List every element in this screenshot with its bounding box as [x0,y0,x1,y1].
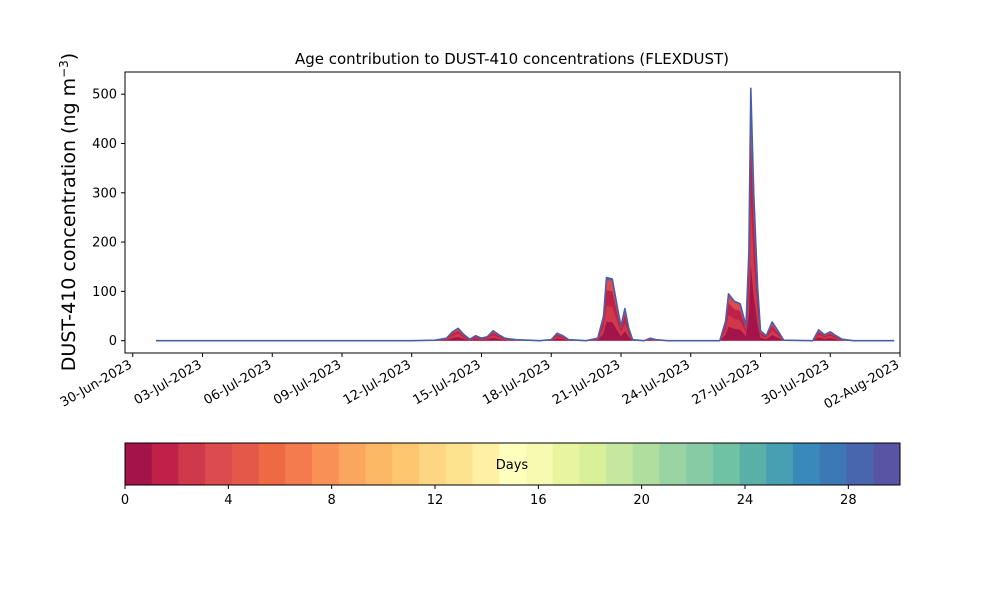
x-tick-label: 18-Jul-2023 [480,357,553,408]
age-area-layer [156,138,895,341]
chart-title: Age contribution to DUST-410 concentrati… [295,50,729,68]
plot-frame [124,71,901,354]
colorbar-segment [445,443,473,485]
colorbar-segment [819,443,847,485]
y-tick-label: 300 [92,186,117,201]
x-tick-label: 12-Jul-2023 [341,357,414,408]
colorbar-segment [231,443,260,485]
colorbar-segment [846,443,874,485]
colorbar-segment [873,443,901,485]
y-axis-label-exponent: −3 [57,60,71,78]
total-concentration-line [156,87,895,342]
y-axis-label: DUST-410 concentration (ng m−3) [57,53,80,371]
age-area-layer [156,264,895,341]
colorbar-frame [124,442,901,486]
y-tick-label: 400 [92,137,117,152]
x-axis-ticks: 30-Jun-202303-Jul-202306-Jul-202309-Jul-… [58,353,902,413]
colorbar-segment [205,443,233,485]
y-tick-label: 500 [92,88,117,103]
age-area-layer [156,88,895,341]
colorbar-tick-label: 20 [633,493,650,508]
colorbar: Days 0 4 8 12 16 20 24 28 [121,442,901,508]
colorbar-segment [338,443,366,485]
x-tick-label: 21-Jul-2023 [550,357,623,408]
y-tick-label: 0 [109,334,117,349]
colorbar-segment [258,443,286,485]
x-tick-label: 27-Jul-2023 [690,357,763,408]
colorbar-segment [659,443,687,485]
colorbar-segment [606,443,634,485]
colorbar-tick-label: 28 [840,493,857,508]
colorbar-segment [686,443,714,485]
colorbar-segment [392,443,420,485]
x-tick-label: 24-Jul-2023 [620,357,693,408]
y-axis-label-main: DUST-410 concentration (ng m [58,78,80,371]
colorbar-segment [766,443,794,485]
colorbar-tick-label: 0 [121,493,129,508]
age-contribution-areas [156,87,895,342]
colorbar-segment [793,443,821,485]
colorbar-ticks: 0 4 8 12 16 20 24 28 [121,485,857,508]
colorbar-segment [525,443,553,485]
x-tick-label: 09-Jul-2023 [271,357,344,408]
colorbar-segment [312,443,340,485]
colorbar-segment [579,443,607,485]
colorbar-segment [472,443,500,485]
colorbar-tick-label: 8 [328,493,336,508]
y-axis-label-close: ) [58,53,80,60]
colorbar-segment [285,443,313,485]
colorbar-segment [365,443,393,485]
colorbar-segment [151,443,179,485]
age-area-layer [156,201,895,341]
colorbar-tick-label: 24 [737,493,754,508]
colorbar-label: Days [496,458,529,473]
colorbar-segment [418,443,447,485]
colorbar-segment [499,443,527,485]
colorbar-segment [178,443,206,485]
colorbar-segments [125,443,901,485]
colorbar-segment [632,443,660,485]
colorbar-segment [739,443,767,485]
x-tick-label: 03-Jul-2023 [132,357,205,408]
colorbar-tick-label: 4 [224,493,232,508]
colorbar-segment [712,443,741,485]
y-axis-ticks: 0 100 200 300 400 500 [92,88,125,349]
colorbar-tick-label: 16 [530,493,547,508]
x-tick-label: 02-Aug-2023 [822,357,902,412]
y-tick-label: 200 [92,236,117,251]
colorbar-segment [552,443,580,485]
x-tick-label: 06-Jul-2023 [201,357,274,408]
colorbar-segment [125,443,153,485]
y-tick-label: 100 [92,285,117,300]
age-area-layer [156,95,895,341]
plot-area: 0 100 200 300 400 500 30-Jun-202303-Jul-20230… [58,71,902,413]
colorbar-tick-label: 12 [427,493,444,508]
x-tick-label: 15-Jul-2023 [411,357,484,408]
